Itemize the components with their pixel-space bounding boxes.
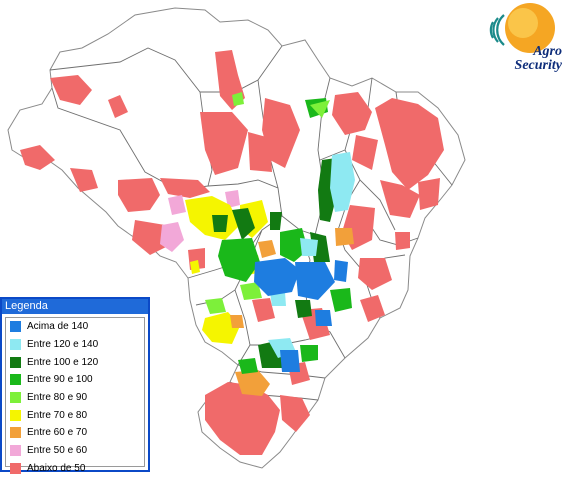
legend-item-label: Abaixo de 50: [27, 463, 85, 474]
logo-text: Agro Security: [490, 45, 562, 73]
legend-swatch: [10, 374, 21, 385]
legend-title: Legenda: [2, 299, 148, 314]
legend-item: Abaixo de 50: [6, 460, 144, 477]
legend-item: Entre 120 e 140: [6, 336, 144, 354]
legend-item: Entre 60 e 70: [6, 424, 144, 442]
legend-item-label: Entre 120 e 140: [27, 339, 98, 350]
legend-swatch: [10, 357, 21, 368]
legend-swatch: [10, 463, 21, 474]
legend-item-label: Entre 70 e 80: [27, 410, 87, 421]
legend-item-label: Acima de 140: [27, 321, 88, 332]
legend-item: Entre 80 e 90: [6, 389, 144, 407]
legend-item-label: Entre 100 e 120: [27, 357, 98, 368]
legend-panel: Legenda Acima de 140 Entre 120 e 140 Ent…: [0, 297, 150, 472]
legend-swatch: [10, 410, 21, 421]
legend-swatch: [10, 392, 21, 403]
legend-item: Entre 50 e 60: [6, 442, 144, 460]
legend-item-label: Entre 90 e 100: [27, 374, 93, 385]
legend-item: Entre 70 e 80: [6, 406, 144, 424]
legend-swatch: [10, 445, 21, 456]
legend-item: Entre 90 e 100: [6, 371, 144, 389]
legend-swatch: [10, 339, 21, 350]
legend-item: Acima de 140: [6, 318, 144, 336]
legend-item-label: Entre 50 e 60: [27, 445, 87, 456]
legend-item-label: Entre 60 e 70: [27, 427, 87, 438]
legend-item-label: Entre 80 e 90: [27, 392, 87, 403]
logo-line-1: Agro: [490, 45, 562, 59]
legend-swatch: [10, 427, 21, 438]
legend-item: Entre 100 e 120: [6, 353, 144, 371]
logo-line-2: Security: [490, 59, 562, 73]
legend-swatch: [10, 321, 21, 332]
legend-items: Acima de 140 Entre 120 e 140 Entre 100 e…: [5, 317, 145, 467]
